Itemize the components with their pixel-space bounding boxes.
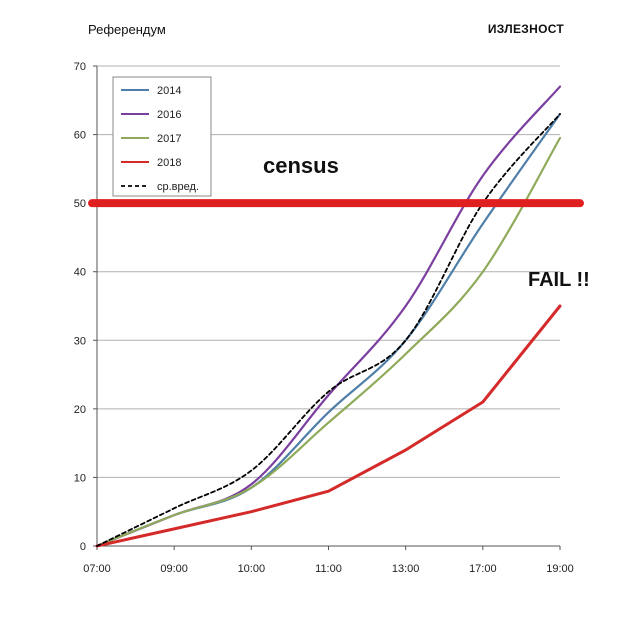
x-tick-label: 13:00 [392,563,420,575]
chart-title-left: Референдум [88,22,166,37]
y-tick-label: 20 [74,404,86,416]
census-label: census [263,153,339,178]
x-tick-label: 19:00 [546,563,574,575]
y-tick-labels: 0 10 20 30 40 50 60 70 [74,61,86,553]
x-tick-labels: 07:00 09:00 10:00 11:00 13:00 17:00 19:00 [83,563,574,575]
y-tick-label: 30 [74,335,86,347]
series-line-2017 [95,136,562,548]
legend-label-2016: 2016 [157,109,181,121]
legend-label-2018: 2018 [157,157,181,169]
series-line-2018 [95,304,562,548]
x-tick-label: 09:00 [160,563,188,575]
y-tick-label: 0 [80,541,86,553]
chart-title-right: ИЗЛЕЗНОСТ [487,22,564,36]
legend-label-avg: ср.вред. [157,181,199,193]
y-tick-label: 50 [74,198,86,210]
y-tick-label: 60 [74,130,86,142]
legend: 2014 2016 2017 2018 ср.вред. [112,76,212,197]
legend-label-2014: 2014 [157,85,181,97]
x-tick-label: 10:00 [238,563,266,575]
fail-label: FAIL !! [528,269,590,291]
legend-label-2017: 2017 [157,133,181,145]
y-tick-label: 40 [74,267,86,279]
y-tick-label: 70 [74,61,86,73]
x-tick-label: 11:00 [315,563,342,575]
x-tick-label: 17:00 [469,563,497,575]
x-tick-label: 07:00 [83,563,111,575]
y-tick-label: 10 [74,472,86,484]
legend-box [112,76,212,197]
